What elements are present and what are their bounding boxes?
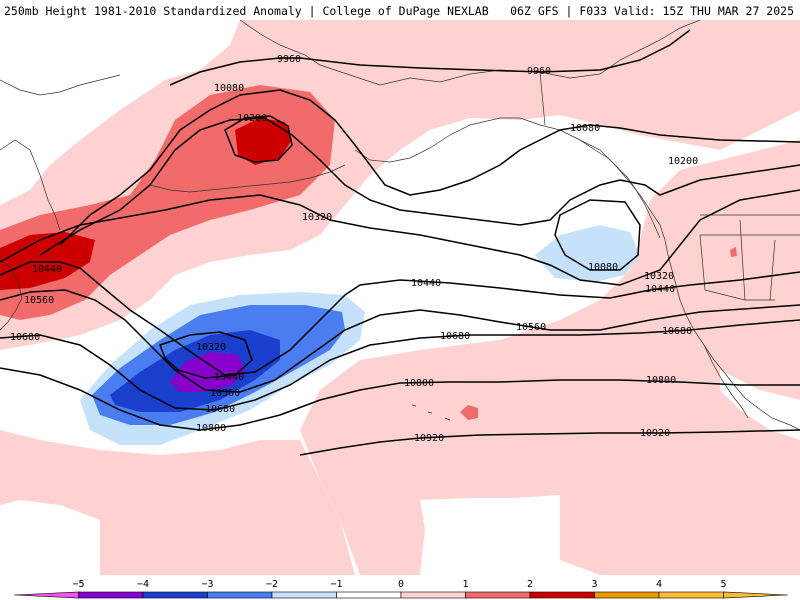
coastline-hawaii [411,404,451,421]
colorbar-tick-label: 0 [398,579,404,590]
contour-label: 10920 [414,433,444,444]
colorbar-tick-label: −2 [266,579,278,590]
colorbar-segment [336,591,402,599]
contour-10800 [0,367,800,431]
contour-label: 10320 [196,342,226,353]
colorbar-segment [465,591,531,599]
coastline-kamchatka [0,139,61,231]
colorbar-segment [658,591,724,599]
contour-10080-closed [554,199,641,271]
anomaly-neg4 [170,352,245,392]
coastline-asia-northeast [0,74,121,96]
contour-label: 10080 [588,262,618,273]
anomaly-zero-mexico [720,370,800,440]
coastline-japan [0,259,23,331]
anomaly-pos3-north [235,118,292,165]
contour-label: 10440 [645,284,675,295]
colorbar-tick-label: 4 [656,579,662,590]
colorbar-segment [529,591,595,599]
colorbar-segment [594,591,660,599]
header: 250mb Height 1981-2010 Standardized Anom… [0,0,800,20]
anomaly-shading [0,20,800,575]
colorbar-segment [271,591,337,599]
contour-label: 10680 [440,331,470,342]
contour-label: 10800 [404,378,434,389]
contour-label: 10440 [32,264,62,275]
contour-label: 10680 [205,404,235,415]
map-title: 250mb Height 1981-2010 Standardized Anom… [4,4,489,18]
anomaly-pos2-southwest-us [730,247,737,257]
coastline-alaska-north [239,20,701,86]
contour-10440-main [0,261,800,376]
anomaly-pos1-east [300,140,800,575]
anomaly-map: 9960 9960 10080 10200 10080 10200 10320 … [0,20,800,575]
anomaly-pos2-hawaii [460,405,478,420]
colorbar-ticks: −5 −4 −3 −2 −1 0 1 2 3 4 5 [72,579,726,590]
coastline-west-us [664,239,800,431]
contour-label: 10200 [668,156,698,167]
contour-label: 10080 [214,83,244,94]
anomaly-pos3-west [0,232,95,290]
anomaly-pos1-southwest [0,430,355,575]
contour-10320-south [159,331,253,379]
contour-label: 10440 [411,278,441,289]
contour-label: 9960 [527,66,551,77]
contour-label: 10800 [646,375,676,386]
contour-label: 10320 [302,212,332,223]
anomaly-zero-southcentral [420,498,560,575]
contour-label: 10560 [516,322,546,333]
model-run-info: 06Z GFS | F033 Valid: 15Z THU MAR 27 202… [510,4,794,18]
state-borders [699,214,800,301]
contour-label: 10680 [10,332,40,343]
colorbar-segment [142,591,208,599]
anomaly-neg1-east [535,225,640,282]
contour-10680 [0,319,800,411]
contour-label: 10560 [24,295,54,306]
colorbar-segment [400,591,466,599]
height-contours [0,29,800,456]
contour-9960-west [169,57,300,86]
colorbar-tick-label: −1 [330,579,342,590]
contour-label: 10440 [214,372,244,383]
contour-label: 10800 [196,423,226,434]
coastline-baja [703,344,749,419]
colorbar-arrow-right [723,591,789,599]
colorbar-tick-label: 1 [462,579,468,590]
contour-10920 [299,429,800,456]
coastline-alaska-south [354,117,666,241]
colorbar: −5 −4 −3 −2 −1 0 1 2 3 4 5 [0,575,800,600]
colorbar-tick-label: 3 [591,579,597,590]
contour-10080 [59,89,800,246]
contour-9960-east [299,29,691,73]
contour-label: 10320 [644,271,674,282]
contour-labels: 9960 9960 10080 10200 10080 10200 10320 … [10,54,698,444]
canada-us-border [539,71,546,126]
contour-10560 [0,289,800,393]
contour-label: 10080 [570,123,600,134]
coastline-aleutians [149,164,346,193]
colorbar-tick-label: 5 [720,579,726,590]
contour-label: 10560 [210,388,240,399]
contour-label: 10920 [640,428,670,439]
contour-label: 9960 [277,54,301,65]
colorbar-segment [78,591,144,599]
contour-label: 10680 [662,326,692,337]
colorbar-arrow-left [13,591,79,599]
contour-10320-north [0,189,800,286]
contour-10200-inner [224,115,293,163]
contour-10200 [39,117,800,256]
coastlines [0,20,800,431]
colorbar-tick-label: −4 [137,579,149,590]
colorbar-tick-label: 2 [527,579,533,590]
colorbar-tick-label: −3 [201,579,213,590]
colorbar-bar [13,591,789,599]
colorbar-tick-label: −5 [72,579,84,590]
anomaly-zero-topleft [0,20,240,205]
coastline-bc [579,139,661,239]
contour-label: 10200 [237,113,267,124]
colorbar-segment [207,591,273,599]
